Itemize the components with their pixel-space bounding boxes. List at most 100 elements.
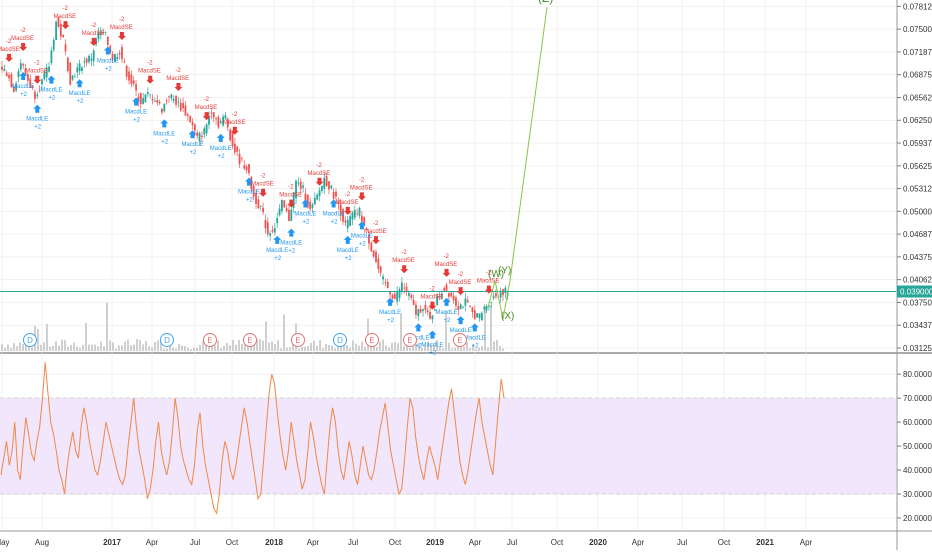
- volume-bar: [472, 344, 474, 351]
- candle-body: [495, 293, 497, 297]
- volume-bar: [181, 345, 183, 351]
- candle-body: [457, 306, 460, 310]
- long-signal-label: MacdLE: [210, 146, 232, 152]
- candle-body: [31, 85, 34, 88]
- candle-body: [55, 21, 57, 41]
- volume-bar: [316, 345, 318, 351]
- candle-body: [311, 204, 314, 209]
- candle-body: [76, 67, 79, 73]
- short-arrow-icon: [259, 188, 268, 197]
- long-signal-qty: +2: [274, 256, 282, 262]
- volume-bar: [100, 341, 102, 351]
- candle-body: [424, 304, 427, 310]
- elliott-wave-overlay: (W) (X) (Y) (Z): [487, 0, 553, 322]
- candle-body: [483, 306, 486, 310]
- volume-bar: [79, 348, 81, 351]
- candle-body: [271, 229, 274, 232]
- candle-body: [10, 74, 13, 88]
- candle-body: [288, 209, 290, 221]
- candle-body: [339, 204, 342, 216]
- candle-body: [304, 193, 307, 201]
- time-tick-label: Jul: [507, 538, 517, 547]
- volume-bar: [358, 345, 360, 351]
- volume-bar: [268, 342, 270, 351]
- volume-bar: [361, 341, 363, 351]
- candle-body: [64, 44, 67, 52]
- short-signal-qty: -2: [34, 61, 40, 67]
- volume-bar: [37, 328, 39, 351]
- short-signal-label: MacdSE: [0, 47, 20, 53]
- volume-bar: [7, 344, 9, 351]
- volume-bar: [256, 339, 258, 351]
- short-signal-qty: -2: [63, 6, 69, 12]
- short-signal-label: MacdSE: [25, 69, 48, 75]
- volume-bar: [223, 345, 225, 351]
- volume-bar: [406, 343, 408, 351]
- candle-body: [15, 83, 18, 91]
- candle-body: [377, 258, 380, 269]
- strategy-signals: -2MacdSE-2MacdSEMacdLE+2-2MacdSEMacdLE+2…: [0, 6, 500, 357]
- time-tick-label: 2017: [103, 538, 121, 547]
- volume-bar: [142, 344, 144, 351]
- candle-body: [448, 292, 450, 297]
- candle-body: [330, 185, 333, 189]
- candle-body: [266, 221, 269, 235]
- candle-body: [490, 301, 493, 303]
- candle-body: [306, 194, 309, 208]
- volume-bar: [238, 340, 240, 351]
- candle-body: [210, 112, 213, 114]
- short-signal-qty: -2: [232, 112, 238, 118]
- candle-body: [170, 94, 173, 99]
- long-arrow-icon: [244, 177, 253, 186]
- volume-bar: [184, 346, 186, 351]
- candle-body: [217, 116, 220, 128]
- candle-body: [149, 94, 152, 96]
- volume-bar: [163, 348, 165, 351]
- candle-body: [320, 185, 323, 192]
- candle-body: [43, 72, 46, 80]
- candle-body: [487, 306, 490, 307]
- candle-body: [104, 32, 107, 33]
- short-signal-label: MacdSE: [195, 105, 218, 111]
- short-signal-qty: -2: [175, 68, 181, 74]
- volume-bar: [442, 348, 444, 351]
- volume-bar: [25, 342, 27, 351]
- long-arrow-icon: [273, 235, 282, 244]
- volume-bar: [355, 343, 357, 351]
- volume-bar: [481, 345, 483, 351]
- volume-bar: [55, 341, 57, 351]
- candle-body: [438, 295, 441, 297]
- short-signal-qty: -2: [444, 254, 450, 260]
- time-tick-label: Aug: [35, 538, 49, 547]
- candle-body: [466, 300, 469, 303]
- volume-bar: [40, 344, 42, 351]
- volume-bar: [298, 348, 300, 351]
- current-price-label: 0.039000: [900, 288, 932, 297]
- short-arrow-icon: [146, 75, 155, 84]
- candle-body: [177, 101, 180, 103]
- candle-body: [196, 132, 199, 136]
- candle-body: [165, 100, 168, 102]
- volume-bar: [448, 342, 450, 351]
- candle-body: [353, 209, 356, 218]
- earnings-marker: [243, 333, 257, 347]
- volume-bar: [133, 344, 135, 351]
- candle-body: [360, 215, 363, 222]
- volume-bar: [334, 348, 336, 351]
- time-tick-label: Jul: [190, 538, 200, 547]
- candle-body: [412, 300, 415, 305]
- long-arrow-icon: [442, 297, 451, 306]
- time-tick-label: Oct: [226, 538, 239, 547]
- candle-body: [471, 307, 474, 312]
- volume-bar: [58, 345, 60, 351]
- wave-label: (Z): [538, 0, 553, 5]
- candle-body: [269, 233, 272, 236]
- candle-body: [144, 94, 147, 103]
- volume-bar: [436, 340, 438, 351]
- candle-body: [81, 67, 83, 72]
- candle-body: [24, 68, 27, 75]
- volume-bar: [217, 340, 219, 351]
